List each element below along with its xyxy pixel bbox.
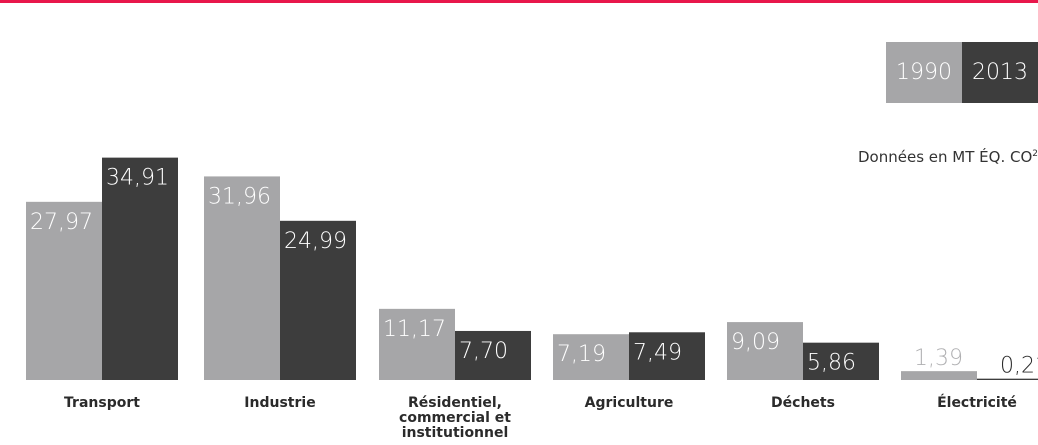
value-label-electricite-2013: 0,21 [1000,354,1038,379]
value-label-agriculture-1990: 7,19 [557,342,606,367]
value-label-industrie-1990: 31,96 [208,184,271,209]
value-label-transport-1990: 27,97 [30,210,93,235]
category-label-industrie: Industrie [244,395,315,411]
bar-agriculture-2013 [629,332,705,380]
legend-item-2013: 2013 [962,42,1038,103]
bar-transport-2013 [102,157,178,380]
units-note: Données en MT ÉQ. CO2 [858,148,1038,166]
value-label-agriculture-2013: 7,49 [633,340,682,365]
units-note-text: Données en MT ÉQ. CO [858,148,1033,166]
bar-electricite-1990 [901,371,977,380]
category-label-electricite: Électricité [937,394,1017,411]
category-label-dechets: Déchets [771,395,835,411]
category-label-residentiel-line-1: Résidentiel, [408,395,502,411]
units-note-superscript: 2 [1032,149,1038,159]
bar-dechets-1990 [727,322,803,380]
value-label-transport-2013: 34,91 [106,166,169,191]
legend-item-1990: 1990 [886,42,962,103]
value-label-industrie-2013: 24,99 [284,229,347,254]
value-label-dechets-1990: 9,09 [731,330,780,355]
bar-agriculture-1990 [553,334,629,380]
value-label-residentiel-1990: 11,17 [383,317,446,342]
top-accent-rule [0,0,1038,3]
bar-residentiel-1990 [379,308,455,380]
bar-residentiel-2013 [455,330,531,380]
bar-industrie-2013 [280,220,356,380]
category-label-transport: Transport [64,395,140,411]
category-label-residentiel-line-3: institutionnel [402,425,509,441]
legend: 1990 2013 [886,42,1038,103]
value-label-residentiel-2013: 7,70 [459,339,508,364]
bar-transport-1990 [26,201,102,380]
category-label-residentiel-line-2: commercial et [399,410,511,426]
value-label-electricite-1990: 1,39 [914,346,963,371]
bar-industrie-1990 [204,176,280,380]
value-label-dechets-2013: 5,86 [807,351,856,376]
bar-dechets-2013 [803,342,879,380]
category-label-agriculture: Agriculture [585,395,674,411]
bar-electricite-2013 [977,378,1038,380]
